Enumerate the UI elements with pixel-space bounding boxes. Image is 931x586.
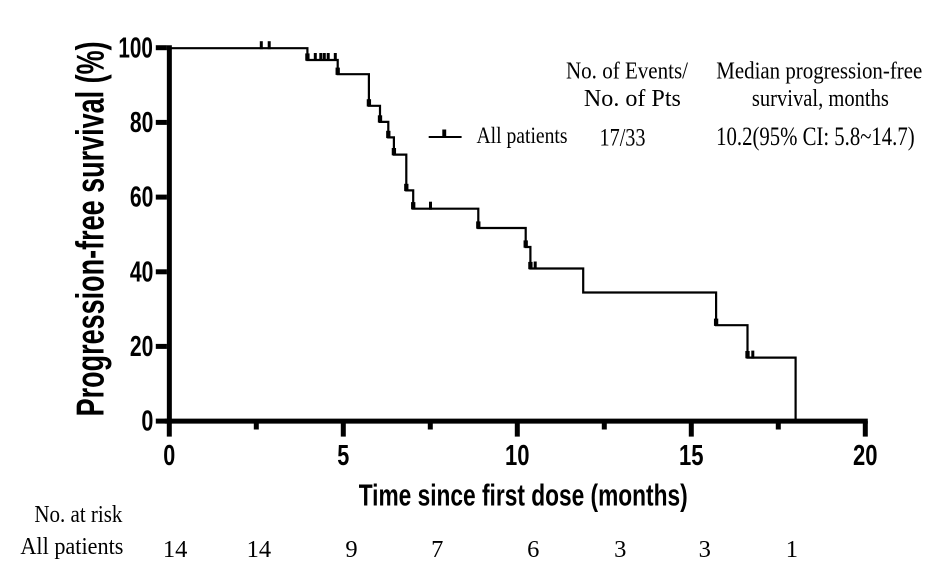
- svg-text:3: 3: [699, 536, 711, 563]
- svg-text:All patients: All patients: [20, 533, 123, 560]
- svg-text:15: 15: [679, 440, 704, 472]
- svg-text:7: 7: [431, 536, 443, 563]
- svg-text:Median progression-free: Median progression-free: [716, 57, 922, 84]
- svg-text:No. at risk: No. at risk: [34, 501, 123, 528]
- svg-text:9: 9: [345, 536, 357, 563]
- svg-text:10: 10: [505, 440, 530, 472]
- svg-text:100: 100: [118, 32, 152, 64]
- svg-text:Time since first dose (months): Time since first dose (months): [359, 478, 688, 512]
- svg-text:3: 3: [614, 536, 626, 563]
- svg-text:14: 14: [163, 536, 188, 563]
- svg-text:20: 20: [853, 440, 878, 472]
- svg-text:40: 40: [130, 256, 154, 288]
- svg-text:All patients: All patients: [477, 123, 568, 149]
- svg-text:6: 6: [527, 536, 539, 563]
- svg-text:1: 1: [786, 536, 798, 563]
- svg-text:No. of Pts: No. of Pts: [584, 85, 681, 112]
- svg-text:80: 80: [130, 107, 154, 139]
- svg-text:0: 0: [163, 440, 175, 472]
- svg-text:14: 14: [247, 536, 272, 563]
- svg-text:60: 60: [130, 182, 154, 214]
- svg-text:No. of Events/: No. of Events/: [566, 57, 688, 84]
- svg-text:17/33: 17/33: [600, 122, 646, 151]
- svg-text:Progression-free survival (%): Progression-free survival (%): [69, 41, 112, 416]
- svg-text:5: 5: [337, 440, 349, 472]
- svg-text:survival, months: survival, months: [752, 85, 889, 112]
- svg-text:0: 0: [141, 406, 153, 438]
- svg-text:10.2(95% CI: 5.8~14.7): 10.2(95% CI: 5.8~14.7): [716, 122, 915, 151]
- svg-text:20: 20: [130, 331, 154, 363]
